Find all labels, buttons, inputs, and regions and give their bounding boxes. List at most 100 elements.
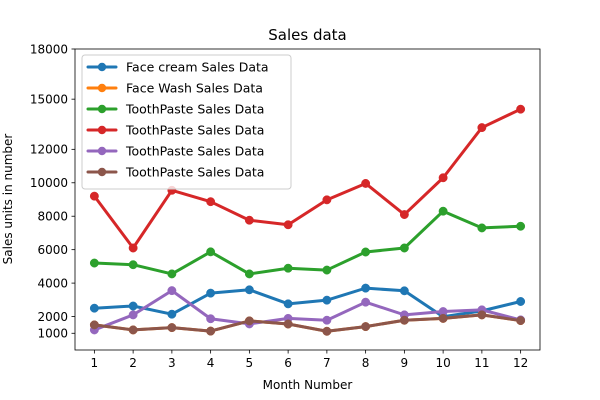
data-point (477, 123, 487, 133)
x-tick-label: 3 (168, 356, 176, 370)
data-point (206, 197, 216, 207)
data-point (89, 320, 99, 330)
data-point (361, 283, 371, 293)
legend-label: ToothPaste Sales Data (125, 102, 264, 117)
x-tick-label: 8 (362, 356, 370, 370)
data-point (322, 265, 332, 275)
data-point (167, 309, 177, 319)
legend-swatch-marker (97, 104, 107, 114)
data-point (244, 285, 254, 295)
legend-label: ToothPaste Sales Data (125, 165, 264, 180)
chart-title: Sales data (268, 26, 346, 44)
x-axis-title: Month Number (263, 378, 353, 392)
data-point (438, 173, 448, 183)
series-line (92, 209, 523, 276)
y-tick-label: 6000 (37, 243, 68, 257)
x-tick-label: 12 (513, 356, 528, 370)
plot-area-border (74, 48, 541, 351)
legend-item: ToothPaste Sales Data (86, 123, 264, 138)
data-point (399, 286, 409, 296)
data-point (128, 310, 138, 320)
data-point (283, 299, 293, 309)
data-point (438, 206, 448, 216)
data-point (399, 243, 409, 253)
legend-item: Face cream Sales Data (86, 60, 269, 75)
legend-item: ToothPaste Sales Data (86, 165, 264, 180)
y-axis-title: Sales units in number (1, 134, 15, 265)
data-point (322, 315, 332, 325)
legend: Face cream Sales Data Face Wash Sales Dat… (81, 54, 292, 190)
legend-swatch-marker (97, 83, 107, 93)
legend-swatch-marker (97, 146, 107, 156)
data-point (283, 319, 293, 329)
series-4 (89, 104, 526, 253)
series-6 (89, 310, 526, 336)
data-point (361, 178, 371, 188)
data-point (322, 295, 332, 305)
x-tick-label: 11 (474, 356, 489, 370)
x-tick-label: 5 (246, 356, 254, 370)
legend-swatch-marker (97, 62, 107, 72)
data-point (244, 215, 254, 225)
y-tick-label: 18000 (30, 42, 68, 56)
legend-label: Face Wash Sales Data (126, 81, 263, 96)
y-tick-label: 12000 (30, 143, 68, 157)
series-line (92, 107, 523, 250)
data-point (206, 326, 216, 336)
series-lines (89, 104, 526, 336)
x-tick-label: 2 (129, 356, 137, 370)
y-tick-label: 1000 (37, 327, 68, 341)
data-point (167, 286, 177, 296)
data-point (128, 243, 138, 253)
data-point (128, 325, 138, 335)
data-point (438, 313, 448, 323)
y-tick-label: 15000 (30, 92, 68, 106)
data-point (167, 323, 177, 333)
data-point (167, 269, 177, 279)
data-point (477, 223, 487, 233)
data-point (283, 263, 293, 273)
data-point (206, 314, 216, 324)
data-point (283, 220, 293, 230)
y-tick-label: 2000 (37, 310, 68, 324)
x-tick-label: 1 (91, 356, 99, 370)
x-tick-label: 4 (207, 356, 215, 370)
data-point (399, 210, 409, 220)
legend-label: ToothPaste Sales Data (125, 144, 264, 159)
legend-swatch-marker (97, 167, 107, 177)
axis-ticks: 1 2 3 4 5 6 7 8 9 10 11 121000200040006000800010000… (30, 42, 528, 370)
plot-frame (74, 48, 541, 351)
data-point (206, 288, 216, 298)
legend-label: ToothPaste Sales Data (125, 123, 264, 138)
data-point (322, 326, 332, 336)
data-point (322, 195, 332, 205)
y-tick-label: 10000 (30, 176, 68, 190)
data-point (361, 322, 371, 332)
data-point (128, 260, 138, 270)
x-tick-label: 6 (284, 356, 292, 370)
legend-item: ToothPaste Sales Data (86, 102, 264, 117)
series-3 (89, 206, 526, 279)
data-point (516, 104, 526, 114)
x-tick-label: 9 (401, 356, 409, 370)
data-point (89, 303, 99, 313)
data-point (128, 301, 138, 311)
series-line (92, 286, 523, 319)
data-point (244, 269, 254, 279)
series-5 (89, 286, 526, 335)
data-point (399, 315, 409, 325)
x-tick-label: 7 (323, 356, 331, 370)
legend-item: Face Wash Sales Data (86, 81, 263, 96)
legend-box (81, 54, 292, 190)
data-point (516, 221, 526, 231)
data-point (89, 258, 99, 268)
data-point (89, 191, 99, 201)
data-point (361, 297, 371, 307)
data-point (361, 247, 371, 257)
legend-label: Face cream Sales Data (126, 60, 269, 75)
data-point (516, 297, 526, 306)
series-line (92, 289, 523, 332)
data-point (516, 316, 526, 326)
